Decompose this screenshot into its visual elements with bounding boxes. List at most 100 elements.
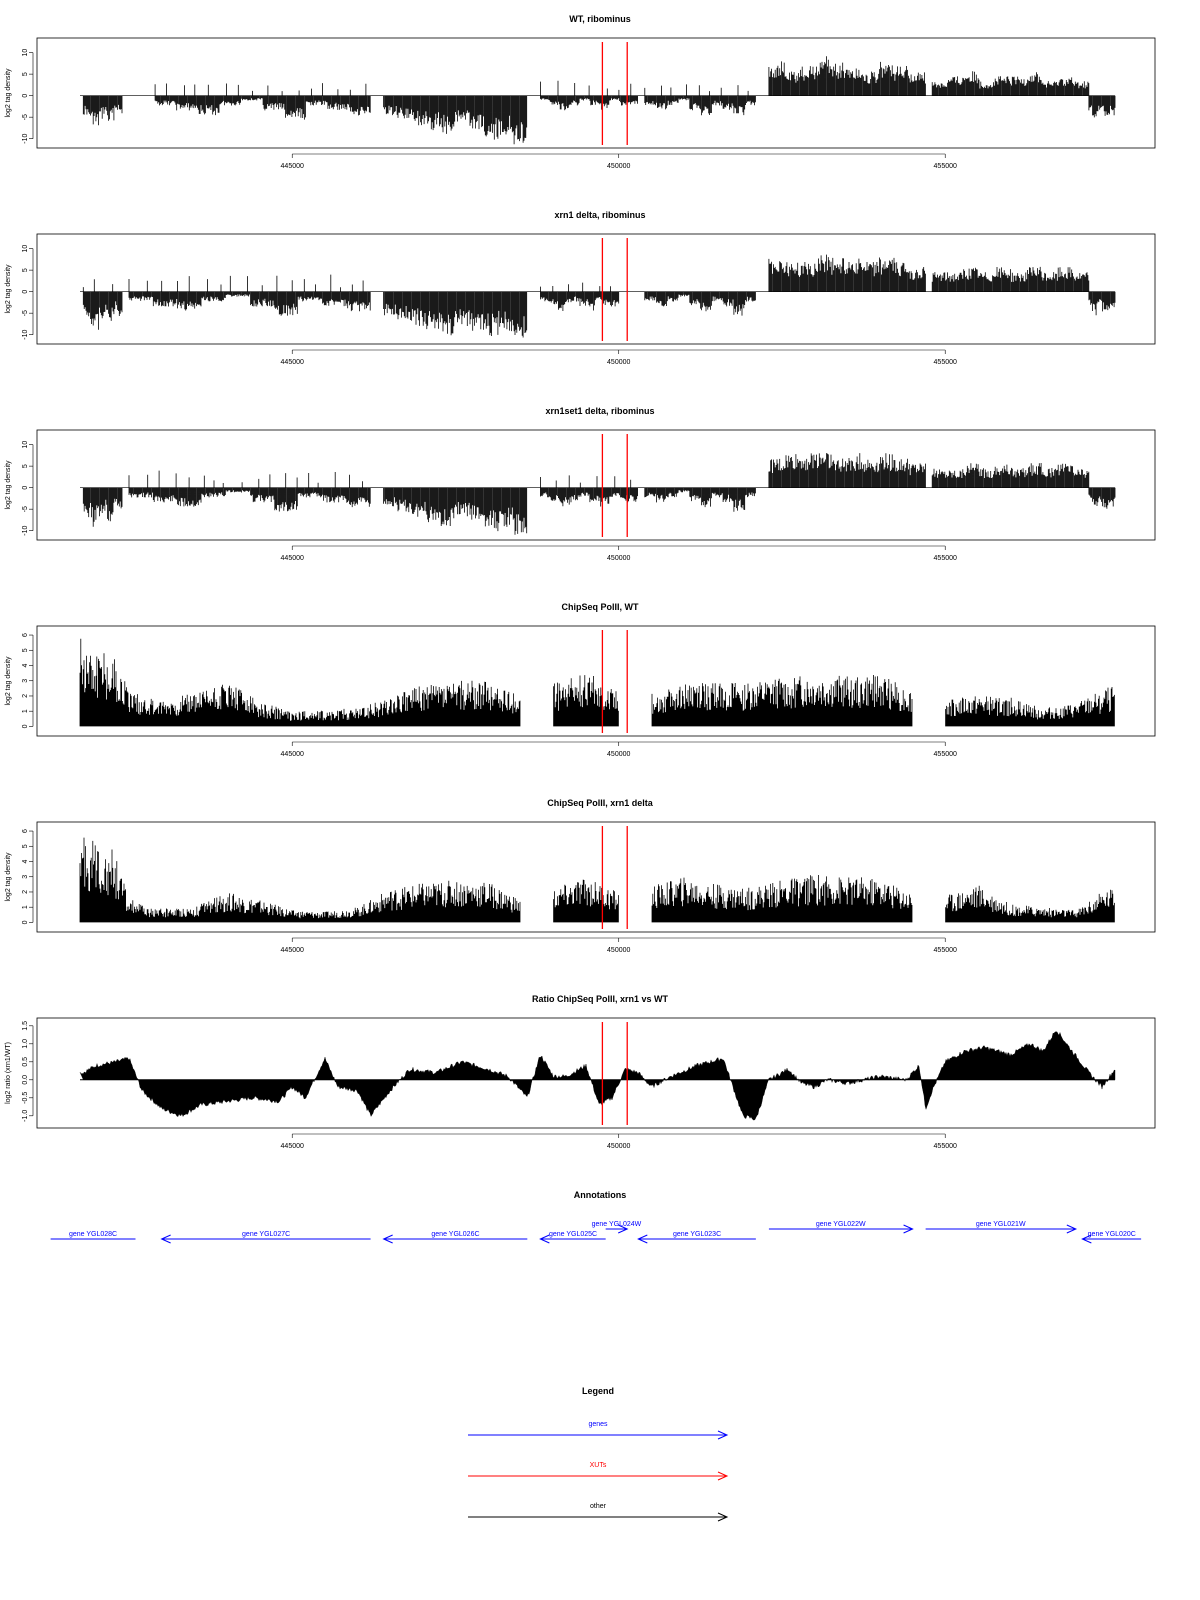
- plot-frame: [36, 1017, 1156, 1129]
- gene-annotation: gene YGL026C: [382, 1231, 528, 1244]
- gene-annotation: gene YGL025C: [539, 1231, 606, 1244]
- y-axis-label: log2 tag density: [5, 656, 12, 706]
- bar-segment: [931, 463, 1090, 488]
- y-tick-label: 0.5: [22, 1057, 29, 1067]
- x-tick-label: 445000: [281, 751, 304, 758]
- bar-segment: [540, 475, 638, 507]
- bar-segment: [768, 254, 926, 292]
- chart-panel-5: ChipSeq PolII, xrn1 delta log2 tag densit…: [5, 798, 1156, 954]
- gene-annotation: gene YGL023C: [637, 1231, 756, 1244]
- y-axis: 10 5 0 -5 -10: [22, 245, 34, 340]
- y-tick-label: 5: [22, 268, 29, 272]
- bar-segment: [540, 80, 638, 111]
- bar-segment: [931, 266, 1090, 292]
- chart-panel-4: ChipSeq PolII, WT log2 tag density 6 5 4 3 2 1 0…: [5, 602, 1156, 758]
- y-axis: 6 5 4 3 2 1 0: [22, 633, 34, 728]
- y-axis-label: log2 ratio (xrn1/WT): [5, 1042, 12, 1104]
- bar-segment: [383, 487, 528, 535]
- chart-panel-6: Ratio ChipSeq PolII, xrn1 vs WT log2 rati…: [5, 994, 1156, 1150]
- bar-segment: [540, 282, 620, 311]
- y-tick-label: -5: [22, 114, 29, 120]
- y-axis: 10 5 0 -5 -10: [22, 441, 34, 536]
- x-tick-label: 450000: [607, 1143, 630, 1150]
- plot-frame: [36, 37, 1156, 149]
- gene-label: gene YGL025C: [549, 1231, 597, 1238]
- gene-label: gene YGL022W: [816, 1221, 866, 1228]
- x-tick-label: 450000: [607, 751, 630, 758]
- y-tick-label: -10: [22, 526, 29, 536]
- y-tick-label: 0: [22, 920, 29, 924]
- y-tick-label: 3: [22, 875, 29, 879]
- y-tick-label: 10: [22, 245, 29, 253]
- bar-segment: [128, 470, 371, 512]
- bar-segment: [154, 83, 371, 120]
- bar-series: [79, 638, 1115, 727]
- legend-item-xuts: XUTs: [468, 1462, 729, 1481]
- y-axis-label: log2 tag density: [5, 852, 12, 902]
- data-series: [79, 837, 1115, 923]
- chart-title: Ratio ChipSeq PolII, xrn1 vs WT: [532, 994, 669, 1004]
- gene-label: gene YGL024W: [592, 1221, 642, 1228]
- bar-segment: [644, 291, 756, 316]
- x-tick-label: 455000: [934, 359, 957, 366]
- bar-series: [79, 837, 1115, 923]
- bar-segment: [82, 95, 123, 126]
- y-tick-label: 2: [22, 694, 29, 698]
- x-tick-label: 450000: [607, 555, 630, 562]
- gene-arrowhead: [637, 1234, 648, 1244]
- x-tick-label: 455000: [934, 947, 957, 954]
- legend-arrowhead: [717, 1471, 729, 1481]
- gene-arrowhead: [382, 1234, 393, 1244]
- bar-segment: [644, 487, 756, 512]
- bar-segment: [82, 279, 123, 330]
- data-series: [80, 56, 1116, 145]
- bar-segment: [768, 453, 926, 488]
- bar-segment: [383, 291, 528, 338]
- x-axis: 445000 450000 455000: [281, 741, 957, 758]
- y-tick-label: -5: [22, 310, 29, 316]
- y-tick-label: 4: [22, 663, 29, 667]
- y-axis: 6 5 4 3 2 1 0: [22, 829, 34, 924]
- gene-track: gene YGL028C gene YGL027C gene YGL026C gene…: [50, 1221, 1142, 1244]
- x-axis: 445000 450000 455000: [281, 1133, 957, 1150]
- y-tick-label: 0: [22, 94, 29, 98]
- y-tick-label: 0: [22, 486, 29, 490]
- y-tick-label: -5: [22, 506, 29, 512]
- ratio-area: [79, 1031, 1116, 1121]
- gene-annotation: gene YGL027C: [160, 1231, 371, 1244]
- x-tick-label: 455000: [934, 1143, 957, 1150]
- x-tick-label: 450000: [607, 359, 630, 366]
- x-tick-label: 445000: [281, 555, 304, 562]
- y-tick-label: 10: [22, 441, 29, 449]
- plot-frame: [36, 625, 1156, 737]
- bar-segment: [768, 56, 926, 96]
- gene-label: gene YGL027C: [242, 1231, 290, 1238]
- gene-label: gene YGL028C: [69, 1231, 117, 1238]
- legend-label: other: [590, 1503, 607, 1510]
- y-tick-label: 5: [22, 844, 29, 848]
- y-tick-label: -0.5: [22, 1092, 29, 1104]
- x-tick-label: 445000: [281, 947, 304, 954]
- plot-frame: [36, 821, 1156, 933]
- x-tick-label: 450000: [607, 947, 630, 954]
- gene-annotation: gene YGL024W: [592, 1221, 642, 1234]
- data-series: [80, 453, 1116, 535]
- y-tick-label: 4: [22, 859, 29, 863]
- y-tick-label: -1.0: [22, 1110, 29, 1122]
- bar-segment: [644, 84, 756, 116]
- y-axis-label: log2 tag density: [5, 264, 12, 314]
- x-tick-label: 455000: [934, 163, 957, 170]
- plot-frame: [36, 233, 1156, 345]
- x-axis: 445000 450000 455000: [281, 153, 957, 170]
- x-tick-label: 455000: [934, 555, 957, 562]
- y-tick-label: 5: [22, 648, 29, 652]
- x-axis: 445000 450000 455000: [281, 545, 957, 562]
- chart-title: ChipSeq PolII, WT: [562, 602, 639, 612]
- y-tick-label: 3: [22, 679, 29, 683]
- y-tick-label: 5: [22, 72, 29, 76]
- gene-arrowhead: [160, 1234, 171, 1244]
- chart-panel-1: WT, ribominus log2 tag density 10 5 0 -5 -10 44…: [5, 14, 1156, 170]
- y-axis-label: log2 tag density: [5, 460, 12, 510]
- bar-segment: [1088, 291, 1116, 316]
